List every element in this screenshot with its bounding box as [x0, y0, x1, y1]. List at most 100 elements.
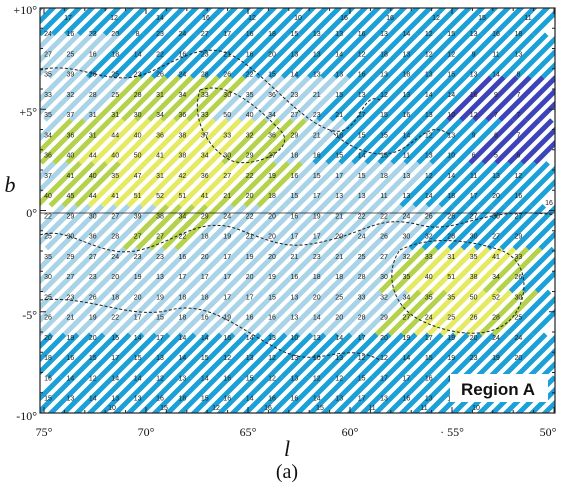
- hatch-stroke: [40, 32, 81, 77]
- cell-value: 11: [470, 173, 477, 180]
- hatch-stroke: [437, 32, 484, 79]
- cell-value: 17: [223, 31, 231, 38]
- edge-value: 14: [156, 15, 164, 22]
- hatch-stroke: [351, 118, 398, 165]
- edge-value: 12: [248, 15, 256, 22]
- hatch-stroke: [375, 8, 408, 37]
- cell-value: 16: [470, 92, 478, 99]
- cell-value: 34: [492, 274, 500, 281]
- hatch-stroke: [449, 332, 496, 379]
- edge-value: 12: [110, 15, 118, 22]
- hatch-stroke: [152, 161, 199, 208]
- hatch-stroke: [404, 246, 452, 294]
- hatch-stroke: [503, 161, 550, 208]
- cell-value: 18: [403, 72, 411, 79]
- cell-value: 20: [111, 274, 119, 281]
- cell-value: 14: [313, 315, 321, 322]
- hatch-stroke: [284, 8, 317, 37]
- hatch-stroke: [191, 161, 238, 208]
- hatch-stroke: [49, 289, 97, 337]
- cell-value: 26: [380, 234, 388, 241]
- cell-value: 13: [156, 355, 164, 362]
- hatch-stroke: [398, 32, 445, 79]
- cell-value: 19: [89, 315, 97, 322]
- edge-value: 16: [386, 15, 394, 22]
- cell-value: 15: [335, 153, 343, 160]
- cell-value: 26: [156, 72, 164, 79]
- cell-value: 13: [291, 315, 299, 322]
- hatch-stroke: [251, 75, 298, 122]
- cell-value: 29: [201, 213, 209, 220]
- hatch-stroke: [336, 8, 369, 37]
- hatch-stroke: [360, 161, 407, 208]
- cell-value: 16: [403, 396, 411, 403]
- cell-value: 18: [111, 294, 119, 301]
- cell-value: 37: [44, 173, 52, 180]
- hatch-stroke: [114, 289, 162, 337]
- cell-value: 16: [492, 31, 500, 38]
- cell-value: 16: [268, 396, 276, 403]
- hatch-stroke: [323, 8, 356, 37]
- cell-value: 17: [156, 335, 164, 342]
- cell-value: 31: [111, 112, 119, 119]
- hatch-stroke: [518, 8, 551, 37]
- hatch-stroke: [115, 8, 148, 37]
- cell-value: 23: [89, 274, 97, 281]
- hatch-stroke: [400, 289, 448, 337]
- cell-value: 13: [335, 355, 343, 362]
- hatch-stroke: [225, 75, 272, 122]
- hatch-stroke: [310, 8, 343, 37]
- hatch-stroke: [248, 246, 296, 294]
- cell-value: 10: [447, 112, 455, 119]
- cell-value: 14: [447, 92, 455, 99]
- cell-value: 16: [291, 213, 299, 220]
- cell-value: 11: [380, 193, 387, 200]
- cell-value: 28: [201, 72, 209, 79]
- cell-value: 26: [447, 213, 455, 220]
- cell-value: 23: [89, 31, 97, 38]
- hatch-stroke: [452, 289, 500, 337]
- cell-value: 12: [380, 92, 388, 99]
- cell-value: 51: [179, 193, 187, 200]
- hatch-stroke: [411, 32, 458, 79]
- cell-value: 38: [179, 132, 187, 139]
- cell-value: 13: [111, 396, 119, 403]
- hatch-stroke: [294, 32, 341, 79]
- cell-value: 52: [492, 294, 500, 301]
- hatch-stroke: [373, 161, 420, 208]
- hatch-stroke: [192, 289, 240, 337]
- cell-value: 33: [515, 254, 523, 261]
- cell-value: 10: [447, 153, 455, 160]
- cell-value: 16: [89, 51, 97, 58]
- cell-value: 30: [223, 92, 231, 99]
- cell-value: 13: [246, 355, 254, 362]
- cell-value: 23: [201, 51, 209, 58]
- cell-value: 35: [425, 294, 433, 301]
- hatch-stroke: [46, 332, 93, 379]
- hatch-stroke: [403, 118, 450, 165]
- hatch-stroke: [466, 8, 499, 37]
- cell-value: 12: [425, 31, 433, 38]
- cell-value: 51: [447, 274, 455, 281]
- cell-value: 15: [268, 72, 276, 79]
- cell-value: 25: [515, 315, 523, 322]
- cell-value: 32: [425, 234, 433, 241]
- cell-value: 29: [67, 213, 75, 220]
- cell-value: 41: [67, 173, 75, 180]
- hatch-stroke: [529, 178, 555, 208]
- cell-value: 23: [313, 254, 321, 261]
- hatch-stroke: [306, 332, 353, 379]
- cell-value: 13: [67, 396, 75, 403]
- cell-value: 18: [111, 51, 119, 58]
- cell-value: 34: [179, 213, 187, 220]
- cell-value: 13: [358, 193, 366, 200]
- cell-value: 14: [246, 335, 254, 342]
- hatch-stroke: [524, 87, 555, 122]
- hatch-stroke: [492, 8, 525, 37]
- hatch-stroke: [322, 289, 370, 337]
- hatch-stroke: [472, 75, 519, 122]
- cell-value: 16: [246, 315, 254, 322]
- cell-value: 19: [223, 234, 231, 241]
- cell-value: 36: [67, 132, 75, 139]
- cell-value: 32: [246, 132, 254, 139]
